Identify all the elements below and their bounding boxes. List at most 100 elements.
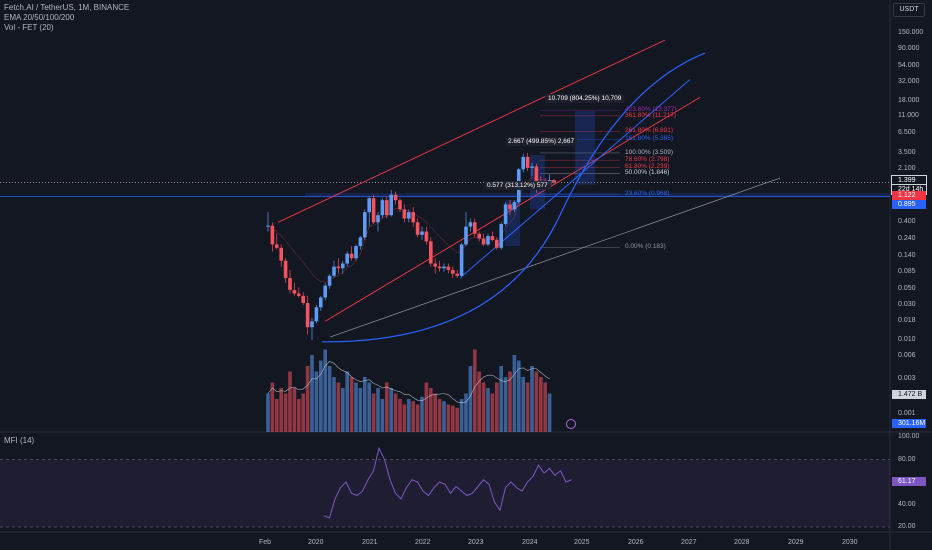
candle <box>477 233 481 239</box>
mfi-tick-label: 80.00 <box>898 455 916 463</box>
candle <box>385 200 389 216</box>
channel-line <box>324 96 701 322</box>
candle <box>503 204 508 224</box>
volume-bar <box>407 399 411 432</box>
fib-label: 161.80% (5.365) <box>625 135 674 143</box>
candle <box>367 198 371 213</box>
candle <box>512 202 517 210</box>
volume-bar <box>534 371 539 432</box>
candle <box>424 231 429 242</box>
volume-bar <box>323 349 327 432</box>
upper-channel-line <box>277 39 666 223</box>
candle <box>398 200 402 210</box>
volume-bar <box>459 399 464 432</box>
volume-bar <box>283 393 288 432</box>
volume-bar <box>336 382 341 432</box>
symbol-title[interactable]: Fetch.AI / TetherUS, 1M, BINANCE <box>4 3 130 12</box>
fib-label: 0.00% (0.183) <box>625 243 666 251</box>
candle <box>389 194 393 216</box>
volume-bar <box>477 371 481 432</box>
candle <box>468 222 473 227</box>
price-tick-label: 54.000 <box>898 61 920 69</box>
volume-bar <box>446 404 451 432</box>
volume-bar <box>389 388 393 432</box>
volume-bar <box>275 399 279 432</box>
volume-bar <box>490 393 495 432</box>
candle <box>407 212 411 219</box>
price-tick-label: 3.500 <box>898 149 916 157</box>
price-tick-label: 32.000 <box>898 78 920 86</box>
candle <box>270 225 275 245</box>
volume-bar <box>525 382 530 432</box>
price-tick-label: 6.500 <box>898 129 916 137</box>
volume-indicator-label[interactable]: Vol - FET (20) <box>4 23 54 32</box>
mfi-band <box>0 459 890 527</box>
volume-bar <box>433 393 437 432</box>
volume-bar <box>455 407 459 432</box>
price-tick-label: 0.006 <box>898 352 916 360</box>
parabolic-curve <box>321 52 706 343</box>
mfi-value-tag: 61.17 <box>892 476 926 486</box>
candle <box>341 263 345 269</box>
candle <box>305 302 310 328</box>
price-tag: 1.122 <box>892 191 926 201</box>
ema-indicator-label[interactable]: EMA 20/50/100/200 <box>4 13 75 22</box>
price-tick-label: 0.003 <box>898 374 916 382</box>
candle <box>455 273 459 276</box>
candle <box>490 236 495 240</box>
measure-box-1 <box>575 111 595 185</box>
volume-bar <box>473 349 477 432</box>
candle <box>530 166 534 168</box>
volume-bar <box>380 399 385 432</box>
time-tick-label: 2024 <box>522 539 538 546</box>
volume-bar <box>547 393 552 432</box>
candle <box>481 238 486 245</box>
price-tag: 301.16M <box>892 419 926 428</box>
candle <box>371 198 376 223</box>
volume-bar <box>288 371 292 432</box>
mfi-indicator-label[interactable]: MFI (14) <box>4 436 35 445</box>
volume-bar <box>266 393 270 432</box>
candle <box>464 226 468 245</box>
price-tick-label: 150.000 <box>898 29 924 36</box>
fib-label: 100.00% (3.509) <box>625 148 674 156</box>
volume-bar <box>327 366 332 432</box>
candle <box>354 246 358 259</box>
volume-bar <box>499 366 503 432</box>
time-tick-label: 2030 <box>842 539 858 546</box>
candle <box>433 263 437 267</box>
price-tag: 1.399 <box>891 175 927 187</box>
volume-bar <box>530 366 534 432</box>
measure-box-3 <box>505 200 520 247</box>
time-tick-label: 2028 <box>734 539 750 546</box>
settings-icon[interactable] <box>566 419 576 429</box>
price-tick-label: 90.000 <box>898 45 920 53</box>
candle <box>297 293 301 296</box>
volume-bar <box>424 382 429 432</box>
volume-bar <box>305 366 310 432</box>
volume-bar <box>402 404 407 432</box>
candle <box>552 180 556 183</box>
candle <box>301 295 305 303</box>
candle <box>534 166 539 183</box>
fib-label: 261.80% (6.891) <box>625 127 674 135</box>
price-tick-label: 0.050 <box>898 284 916 292</box>
candle <box>393 194 398 201</box>
volume-bar <box>270 382 275 432</box>
currency-selector[interactable]: USDT <box>893 3 925 17</box>
price-tick-label: 0.001 <box>898 409 916 417</box>
candle <box>437 266 442 269</box>
volume-bar <box>495 382 499 432</box>
price-tag: 1.472 B <box>892 390 926 399</box>
volume-bar <box>385 382 389 432</box>
fib-label: 61.80% (2.239) <box>625 163 670 171</box>
candle <box>319 297 323 308</box>
mfi-tick-label: 40.00 <box>898 500 916 508</box>
volume-bar <box>332 377 336 432</box>
price-tick-label: 11.000 <box>898 112 919 120</box>
volume-bar <box>415 404 420 432</box>
candle <box>420 231 424 235</box>
candle <box>349 253 354 259</box>
volume-bar <box>310 355 314 432</box>
